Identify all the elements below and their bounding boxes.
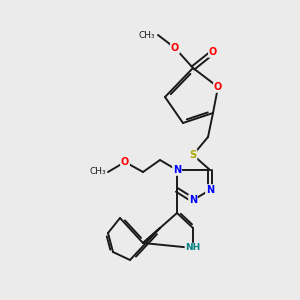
Text: O: O — [209, 47, 217, 57]
Text: CH₃: CH₃ — [138, 31, 155, 40]
Text: O: O — [121, 157, 129, 167]
Text: NH: NH — [185, 244, 201, 253]
Text: S: S — [189, 150, 197, 160]
Text: N: N — [206, 185, 214, 195]
Text: N: N — [173, 165, 181, 175]
Text: N: N — [189, 195, 197, 205]
Text: CH₃: CH₃ — [89, 167, 106, 176]
Text: O: O — [214, 82, 222, 92]
Text: O: O — [171, 43, 179, 53]
